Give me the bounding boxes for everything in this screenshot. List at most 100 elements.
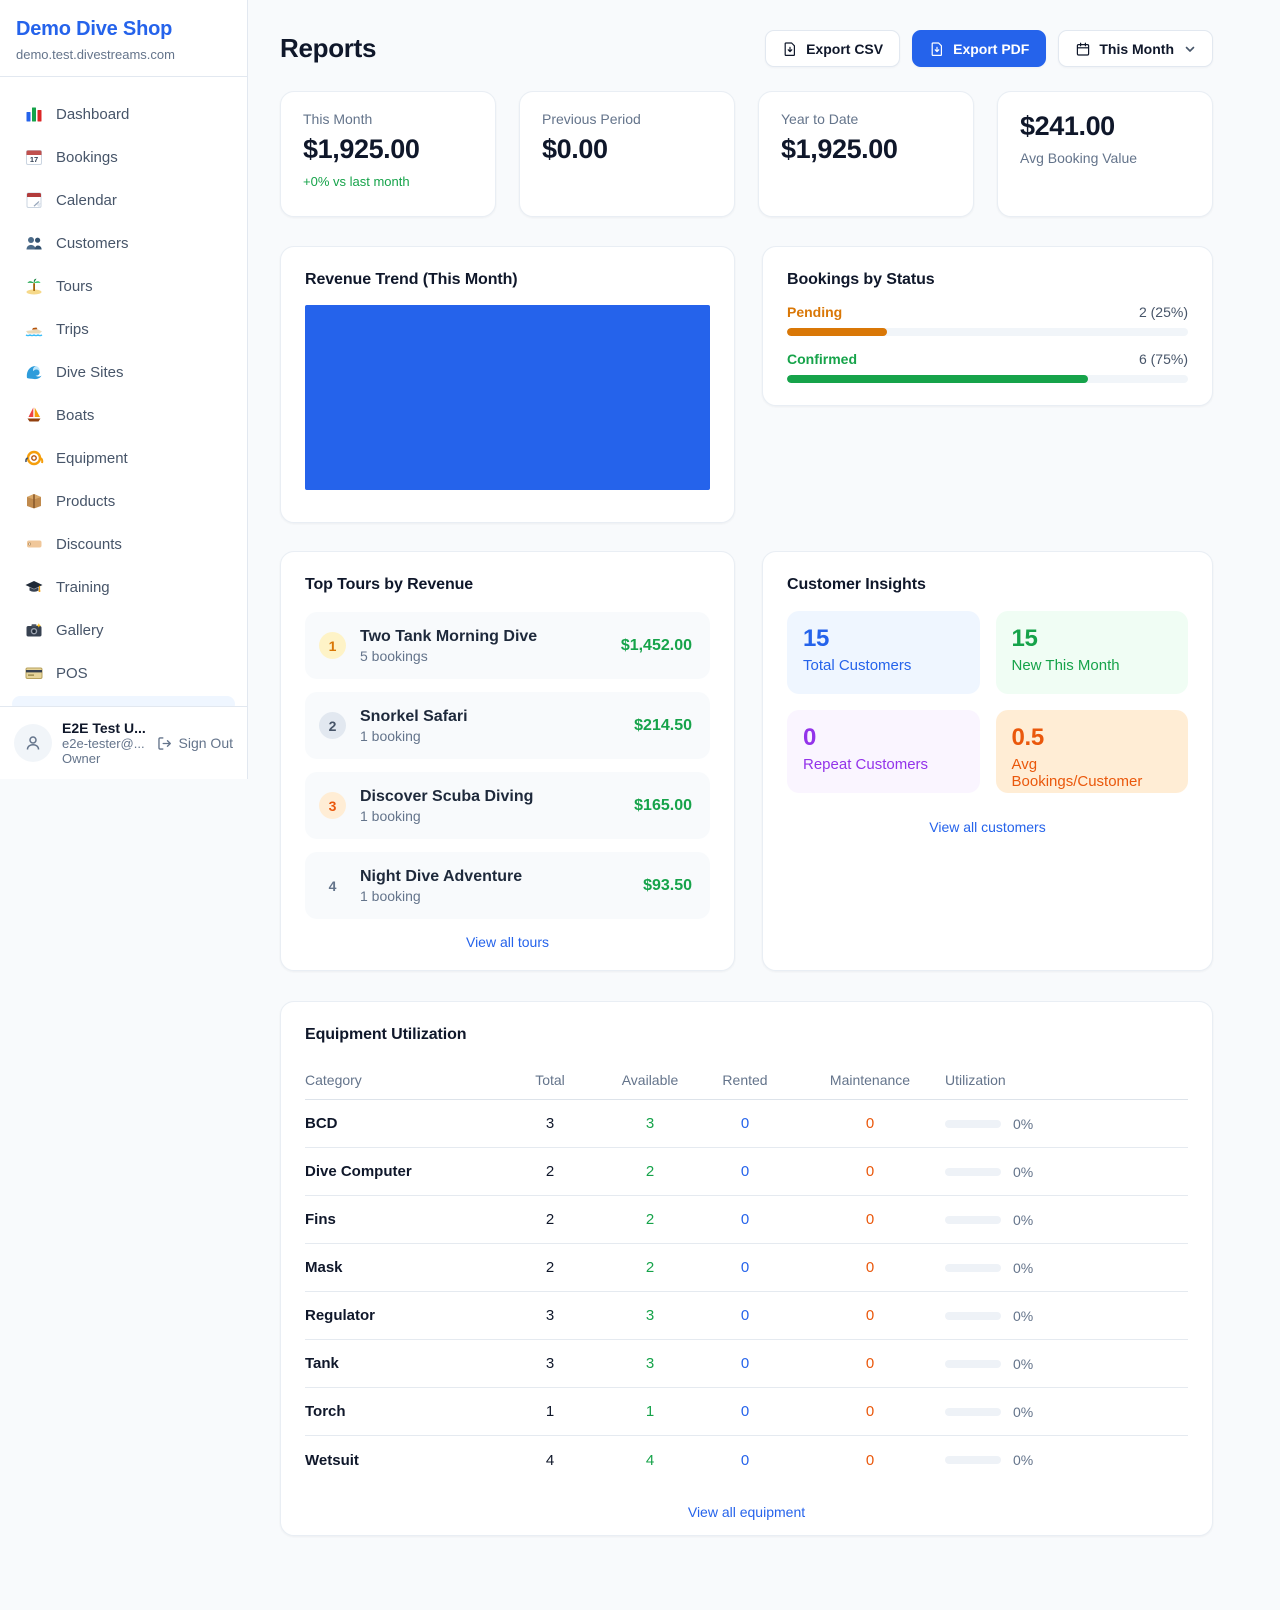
top-tours-title: Top Tours by Revenue [305,576,474,593]
stat-value: $1,925.00 [781,134,898,164]
period-dropdown[interactable]: This Month [1058,30,1213,67]
sidebar-item-products[interactable]: Products [12,481,235,521]
tour-name: Night Dive Adventure [360,867,523,885]
sidebar-item-label: Customers [56,234,129,252]
col-header-rented: Rented [722,1071,768,1088]
export-pdf-button[interactable]: Export PDF [912,30,1047,67]
tour-amount: $93.50 [643,876,692,894]
sidebar-item-dive-sites[interactable]: Dive Sites [12,352,235,392]
insight-label: Total Customers [803,657,912,674]
stat-card-avg-booking-value: $241.00 Avg Booking Value [997,91,1213,217]
sidebar-item-equipment[interactable]: Equipment [12,438,235,478]
cell-maintenance: 0 [865,1307,875,1324]
insight-value: 0 [803,724,817,751]
cell-maintenance: 0 [865,1355,875,1372]
tour-amount: $165.00 [634,796,692,814]
status-bar-track [787,375,1188,383]
cell-available: 1 [645,1403,655,1420]
brand-block: Demo Dive Shop demo.test.divestreams.com [0,0,247,77]
user-role: Owner [62,751,101,766]
sidebar-item-boats[interactable]: Boats [12,395,235,435]
calendar-icon [26,192,42,208]
sidebar-item-calendar[interactable]: Calendar [12,180,235,220]
cell-rented: 0 [740,1115,750,1132]
table-row: Dive Computer 2 2 0 0 0% [305,1148,1188,1196]
insight-value: 15 [1011,625,1038,652]
sidebar-item-customers[interactable]: Customers [12,223,235,263]
cell-utilization: 0% [945,1260,1188,1276]
cell-available: 4 [645,1451,655,1469]
view-all-customers-link[interactable]: View all customers [929,819,1046,835]
cell-maintenance: 0 [865,1259,875,1276]
tour-row[interactable]: 3 Discover Scuba Diving 1 booking $165.0… [305,772,710,839]
status-label: Confirmed [787,351,857,367]
credit-card-icon [25,667,43,679]
sidebar-item-dashboard[interactable]: Dashboard [12,94,235,134]
cell-total: 3 [545,1355,555,1372]
sidebar-item-label: Products [56,492,116,510]
sign-out-button[interactable]: Sign Out [156,735,233,752]
cell-maintenance: 0 [865,1403,875,1420]
status-bar-fill [787,375,1088,383]
cell-maintenance: 0 [865,1163,875,1180]
insight-card-repeat-customers: 0 Repeat Customers [787,710,980,793]
stat-label: Year to Date [781,111,859,127]
sign-out-icon [157,736,171,750]
shop-name: Demo Dive Shop [16,18,173,40]
sidebar-item-label: Gallery [56,621,104,639]
cell-category: Wetsuit [305,1451,359,1469]
view-all-tours-link[interactable]: View all tours [465,934,549,950]
cell-utilization: 0% [945,1356,1188,1372]
island-icon [26,278,42,295]
sidebar-item-label: Calendar [56,191,117,209]
page-title: Reports [280,33,377,63]
tour-row[interactable]: 2 Snorkel Safari 1 booking $214.50 [305,692,710,759]
tour-amount: $1,452.00 [620,636,692,654]
sidebar-item-gallery[interactable]: Gallery [12,610,235,650]
revenue-trend-chart [305,305,710,490]
package-icon [27,494,41,509]
export-csv-label: Export CSV [806,40,884,57]
customer-insights-panel: Customer Insights 15 Total Customers 15 … [762,551,1213,971]
rank-badge: 1 [319,632,346,659]
bookings-by-status-panel: Bookings by Status Pending 2 (25%) Confi… [762,246,1213,406]
sidebar-item-label: Equipment [56,449,128,467]
chevron-down-icon [1185,46,1195,52]
sidebar-item-label: Bookings [56,148,118,166]
export-csv-button[interactable]: Export CSV [765,30,901,67]
equipment-table-header: Category Total Available Rented Maintena… [305,1060,1188,1100]
user-name: E2E Test U... [62,720,146,736]
col-header-utilization: Utilization [945,1071,1006,1088]
sidebar-item-label: Dashboard [56,105,130,123]
sidebar-item-label: POS [56,664,88,682]
calendar-outline-icon [1077,42,1090,56]
cell-category: Torch [305,1403,346,1420]
file-download-icon [931,41,943,56]
sidebar-item-training[interactable]: Training [12,567,235,607]
cell-total: 1 [545,1403,555,1420]
tour-rows: 1 Two Tank Morning Dive 5 bookings $1,45… [305,612,710,919]
sidebar-item-bookings[interactable]: 17 Bookings [12,137,235,177]
sidebar-item-discounts[interactable]: Discounts [12,524,235,564]
sidebar-item-tours[interactable]: Tours [12,266,235,306]
tour-row[interactable]: 4 Night Dive Adventure 1 booking $93.50 [305,852,710,919]
stats-row: This Month $1,925.00 +0% vs last month P… [280,91,1213,217]
cell-available: 3 [645,1355,655,1372]
cell-category: Fins [305,1211,336,1228]
user-email: e2e-tester@... [62,736,145,751]
equipment-utilization-panel: Equipment Utilization Category Total Ava… [280,1001,1213,1536]
sidebar-item-pos[interactable]: POS [12,653,235,693]
equipment-utilization-title: Equipment Utilization [305,1026,467,1043]
cell-total: 3 [545,1307,555,1324]
view-all-equipment-link[interactable]: View all equipment [687,1504,806,1520]
tour-name: Two Tank Morning Dive [360,627,538,645]
tour-row[interactable]: 1 Two Tank Morning Dive 5 bookings $1,45… [305,612,710,679]
cell-maintenance: 0 [865,1451,875,1469]
cell-category: Regulator [305,1307,376,1324]
table-row: Torch 1 1 0 0 0% [305,1388,1188,1436]
status-bar-track [787,328,1188,336]
cell-utilization: 0% [945,1212,1188,1228]
cell-total: 4 [545,1451,555,1469]
sidebar-item-trips[interactable]: Trips [12,309,235,349]
cell-rented: 0 [740,1355,750,1372]
